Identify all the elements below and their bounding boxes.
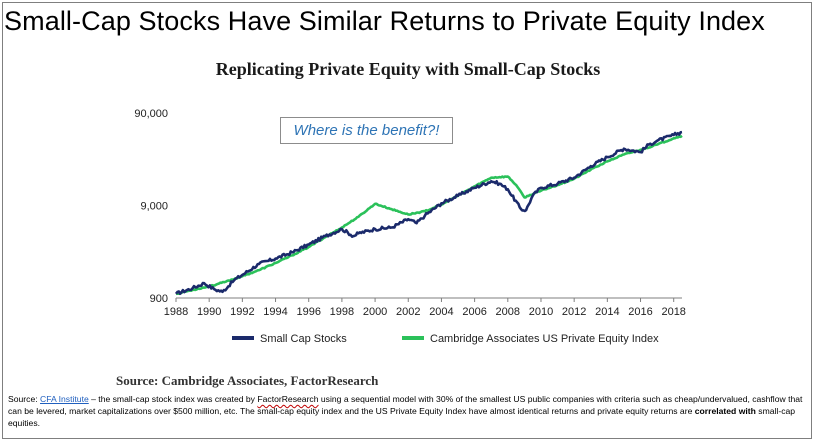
x-tick-label: 2018 (661, 306, 685, 318)
x-tick-label: 1988 (164, 306, 188, 318)
x-tick-label: 1998 (330, 306, 354, 318)
private-equity-index-line (175, 134, 683, 296)
x-tick-label: 1992 (230, 306, 254, 318)
x-tick-label: 1996 (296, 306, 320, 318)
cfa-institute-link[interactable]: CFA Institute (40, 394, 89, 404)
factor-research-text: FactorResearch (257, 394, 319, 404)
chart-title: Replicating Private Equity with Small-Ca… (215, 59, 601, 79)
annotation-callout: Where is the benefit?! (280, 117, 453, 144)
small-cap-stocks-line (174, 130, 683, 296)
footnote-text-2: using a sequential model with 30% of the… (8, 394, 803, 416)
footnote-bold-text: correlated with (694, 406, 756, 416)
chart-series (174, 130, 683, 296)
legend-private-equity-label: Cambridge Associates US Private Equity I… (430, 333, 659, 345)
x-tick-label: 2010 (529, 306, 553, 318)
x-tick-label: 2008 (496, 306, 520, 318)
slide-frame (2, 2, 812, 439)
chart-source: Source: Cambridge Associates, FactorRese… (116, 373, 379, 388)
x-tick-label: 1990 (197, 306, 221, 318)
x-tick-label: 2016 (628, 306, 652, 318)
legend-small-cap-label: Small Cap Stocks (260, 333, 347, 345)
footnote-prefix: Source: (8, 394, 41, 404)
x-tick-label: 2002 (396, 306, 420, 318)
x-tick-label: 2000 (363, 306, 387, 318)
footnote-text-1: – the small-cap stock index was created … (88, 394, 258, 404)
x-tick-label: 1994 (263, 306, 287, 318)
chart-legend: Small Cap Stocks Cambridge Associates US … (232, 333, 659, 345)
footnote-text-3: small-cap equities. (8, 406, 796, 428)
y-tick-label: 90,000 (134, 108, 168, 120)
x-tick-label: 2014 (595, 306, 619, 318)
y-tick-label: 9,000 (140, 201, 168, 213)
slide-title: Small-Cap Stocks Have Similar Returns to… (4, 6, 765, 36)
footnote: Source: CFA Institute – the small-cap st… (8, 393, 808, 429)
y-tick-label: 900 (150, 293, 168, 305)
x-tick-label: 2004 (429, 306, 453, 318)
chart-axes: 900 9,000 90,000 1988 1990 1992 1994 1996 1998 20… (134, 108, 686, 318)
x-tick-label: 2006 (462, 306, 486, 318)
x-tick-label: 2012 (562, 306, 586, 318)
